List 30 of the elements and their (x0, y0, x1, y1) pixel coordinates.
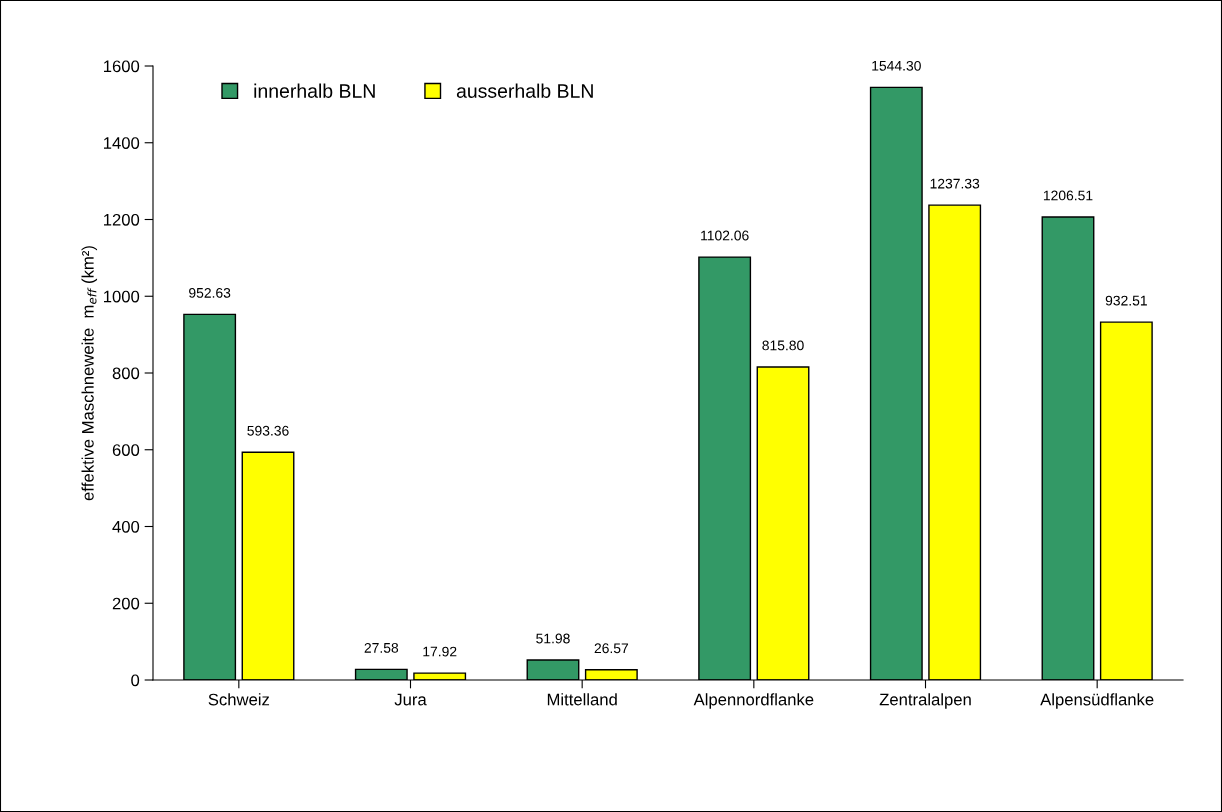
x-tick-label: Alpennordflanke (693, 693, 814, 709)
x-tick-label: Mittelland (547, 693, 617, 706)
data-label: 932.51 (1105, 295, 1147, 306)
data-label: 593.36 (247, 425, 289, 436)
data-label: 1102.06 (701, 230, 749, 241)
x-tick-label: Jura (394, 693, 427, 706)
y-tick-label: 1200 (104, 213, 140, 226)
y-tick-label: 1400 (104, 137, 140, 149)
x-tick-label: Schweiz (208, 693, 270, 706)
x-tick-label: Zentralalpen (879, 693, 971, 709)
x-tick-label: Alpensüdflanke (1040, 693, 1154, 709)
data-label: 27.58 (364, 642, 399, 653)
legend-label: innerhalb BLN (254, 83, 375, 98)
y-tick-label: 1000 (104, 290, 140, 303)
data-label: 1206.51 (1043, 190, 1093, 201)
y-tick-label: 0 (131, 674, 140, 687)
y-axis-title: effektive Maschneweite m$_{eff}$ (km²) (81, 246, 98, 501)
y-tick-label: 600 (112, 444, 140, 456)
y-tick-label: 800 (112, 367, 140, 380)
data-label: 51.98 (536, 633, 570, 644)
y-tick-label: 1600 (104, 60, 140, 73)
data-label: 17.92 (423, 646, 457, 657)
y-tick-label: 200 (112, 597, 140, 610)
data-label: 1237.33 (930, 178, 980, 189)
data-label: 815.80 (762, 340, 804, 351)
data-label: 952.63 (189, 287, 231, 298)
data-label: 1544.30 (872, 60, 921, 71)
legend-label: ausserhalb BLN (456, 83, 593, 98)
y-tick-label: 400 (112, 520, 140, 533)
data-label: 26.57 (594, 643, 629, 654)
